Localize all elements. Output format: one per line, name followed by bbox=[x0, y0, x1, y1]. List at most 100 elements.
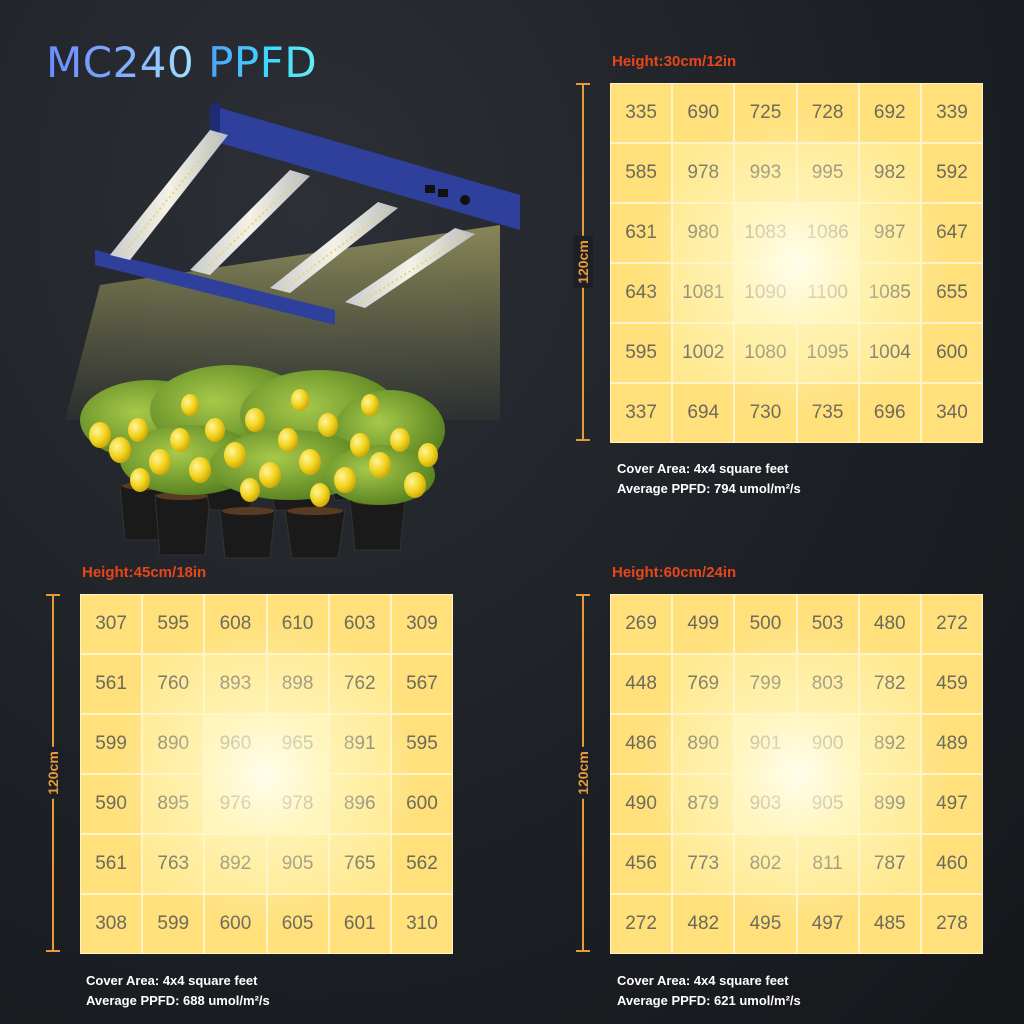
ppfd-value: 601 bbox=[343, 913, 376, 934]
ppfd-cell: 339 bbox=[921, 84, 982, 142]
ppfd-value: 655 bbox=[936, 282, 968, 303]
ppfd-cell: 982 bbox=[859, 144, 920, 202]
ppfd-value: 1085 bbox=[868, 282, 911, 303]
ppfd-cell: 460 bbox=[921, 835, 982, 893]
ppfd-cell: 497 bbox=[921, 775, 982, 833]
ppfd-cell: 600 bbox=[921, 324, 982, 382]
ppfd-value: 1083 bbox=[744, 222, 787, 243]
ppfd-value: 978 bbox=[687, 162, 720, 183]
ppfd-value: 690 bbox=[687, 102, 720, 123]
ppfd-cell: 500 bbox=[735, 595, 796, 653]
ppfd-cell: 486 bbox=[611, 715, 672, 773]
ppfd-cell: 903 bbox=[735, 775, 796, 833]
ppfd-cell: 760 bbox=[143, 655, 204, 713]
ppfd-value: 763 bbox=[157, 853, 190, 874]
ppfd-cell: 561 bbox=[81, 655, 142, 713]
ppfd-value: 307 bbox=[95, 613, 127, 634]
ppfd-value: 482 bbox=[687, 913, 720, 934]
fixture-front-rail bbox=[95, 250, 335, 325]
ppfd-value: 760 bbox=[157, 673, 190, 694]
ppfd-cell: 603 bbox=[329, 595, 390, 653]
ppfd-value: 460 bbox=[936, 853, 968, 874]
height-label: Height:30cm/12in bbox=[612, 53, 737, 70]
ppfd-value: 725 bbox=[749, 102, 782, 123]
ppfd-value: 448 bbox=[625, 673, 657, 694]
ppfd-cell: 978 bbox=[267, 775, 328, 833]
ppfd-cell: 561 bbox=[81, 835, 142, 893]
ppfd-cell: 803 bbox=[797, 655, 858, 713]
ppfd-cell: 601 bbox=[329, 895, 390, 953]
ppfd-cell: 978 bbox=[673, 144, 734, 202]
ppfd-cell: 899 bbox=[859, 775, 920, 833]
ppfd-cell: 725 bbox=[735, 84, 796, 142]
ppfd-value: 485 bbox=[873, 913, 906, 934]
ppfd-value: 337 bbox=[625, 402, 657, 423]
ppfd-value: 647 bbox=[936, 222, 968, 243]
fixture-rear-rail bbox=[210, 105, 520, 230]
height-label: Height:45cm/18in bbox=[82, 564, 207, 581]
ppfd-value: 765 bbox=[343, 853, 376, 874]
ppfd-cell: 590 bbox=[81, 775, 142, 833]
ppfd-cell: 610 bbox=[267, 595, 328, 653]
ppfd-cell: 960 bbox=[205, 715, 266, 773]
ppfd-cell: 769 bbox=[673, 655, 734, 713]
ppfd-value: 811 bbox=[812, 853, 843, 874]
ppfd-value: 497 bbox=[811, 913, 844, 934]
ppfd-value: 982 bbox=[873, 162, 906, 183]
ppfd-value: 1081 bbox=[682, 282, 725, 303]
ppfd-value: 892 bbox=[873, 733, 906, 754]
ppfd-value: 486 bbox=[625, 733, 657, 754]
ppfd-value: 965 bbox=[281, 733, 314, 754]
ppfd-value: 905 bbox=[811, 793, 844, 814]
ppfd-cell: 497 bbox=[797, 895, 858, 953]
ppfd-cell: 599 bbox=[81, 715, 142, 773]
ppfd-value: 608 bbox=[219, 613, 252, 634]
ppfd-value: 893 bbox=[219, 673, 252, 694]
ppfd-cell: 995 bbox=[797, 144, 858, 202]
ppfd-value: 892 bbox=[219, 853, 252, 874]
dimension-axis: 120cm bbox=[573, 594, 593, 952]
dimension-axis: 120cm bbox=[573, 83, 593, 441]
ppfd-cell: 485 bbox=[859, 895, 920, 953]
ppfd-value: 561 bbox=[95, 673, 127, 694]
ppfd-cell: 605 bbox=[267, 895, 328, 953]
ppfd-cell: 567 bbox=[391, 655, 452, 713]
ppfd-value: 480 bbox=[873, 613, 906, 634]
ppfd-cell: 335 bbox=[611, 84, 672, 142]
ppfd-value: 610 bbox=[281, 613, 314, 634]
ppfd-cell: 905 bbox=[797, 775, 858, 833]
ppfd-value: 900 bbox=[811, 733, 844, 754]
ppfd-cell: 448 bbox=[611, 655, 672, 713]
ppfd-cell: 811 bbox=[797, 835, 858, 893]
ppfd-value: 500 bbox=[749, 613, 782, 634]
ppfd-cell: 272 bbox=[921, 595, 982, 653]
ppfd-cell: 690 bbox=[673, 84, 734, 142]
ppfd-cell: 585 bbox=[611, 144, 672, 202]
ppfd-value: 735 bbox=[811, 402, 844, 423]
ppfd-cell: 895 bbox=[143, 775, 204, 833]
ppfd-cell: 337 bbox=[611, 384, 672, 442]
ppfd-value: 896 bbox=[343, 793, 376, 814]
ppfd-value: 960 bbox=[219, 733, 252, 754]
ppfd-cell: 459 bbox=[921, 655, 982, 713]
average-ppfd: Average PPFD: 621 umol/m²/s bbox=[617, 993, 801, 1008]
ppfd-value: 905 bbox=[281, 853, 314, 874]
ppfd-value: 1086 bbox=[806, 222, 849, 243]
ppfd-grid: 307 595 608 610 603 309 561 760 893 898 762 567 599 8… bbox=[80, 594, 453, 954]
ppfd-cell: 993 bbox=[735, 144, 796, 202]
ppfd-cell: 735 bbox=[797, 384, 858, 442]
axis-label: 120cm bbox=[573, 236, 593, 288]
ppfd-cell: 879 bbox=[673, 775, 734, 833]
ppfd-value: 787 bbox=[873, 853, 906, 874]
ppfd-cell: 592 bbox=[921, 144, 982, 202]
light-bar-4 bbox=[345, 228, 475, 308]
ppfd-value: 773 bbox=[687, 853, 720, 874]
ppfd-value: 499 bbox=[687, 613, 720, 634]
ppfd-value: 599 bbox=[157, 913, 190, 934]
light-bar-1 bbox=[110, 130, 228, 260]
ppfd-cell: 763 bbox=[143, 835, 204, 893]
ppfd-cell: 901 bbox=[735, 715, 796, 773]
ppfd-cell: 1086 bbox=[797, 204, 858, 262]
ppfd-value: 309 bbox=[406, 613, 438, 634]
ppfd-value: 1090 bbox=[744, 282, 787, 303]
